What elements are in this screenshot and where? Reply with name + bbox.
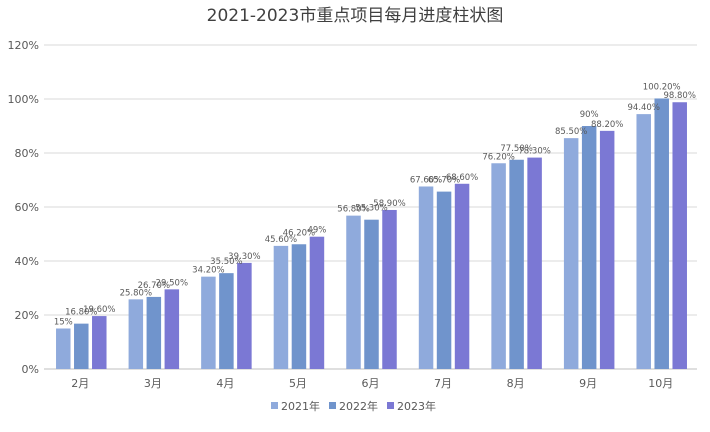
data-labels: 15%16.80%19.60%25.80%26.70%29.50%34.20%3… [54, 82, 696, 327]
data-label: 16.80% [65, 308, 97, 318]
data-label: 68.60% [446, 173, 478, 183]
bar [128, 299, 144, 369]
bar [56, 328, 71, 369]
y-tick-label: 120% [8, 39, 39, 52]
bar [201, 276, 216, 369]
bar [92, 316, 107, 369]
x-tick-label: 2月 [71, 377, 89, 390]
bar [491, 163, 506, 369]
bar [237, 262, 252, 369]
data-label: 85.50% [555, 127, 587, 137]
x-axis-tick-labels: 2月 3月 4月 5月 6月 7月 8月 9月 10月 [71, 377, 673, 390]
data-label: 65.70% [428, 176, 460, 186]
x-tick-label: 7月 [434, 377, 452, 390]
data-label: 45.60% [265, 235, 297, 245]
x-tick-label: 5月 [289, 377, 307, 390]
data-label: 98.80% [664, 91, 696, 101]
legend-label: 2021年 [281, 399, 320, 413]
y-axis-tick-labels: 0% 20% 40% 60% 80% 100% 120% [8, 39, 39, 376]
legend[interactable]: 2021年 2022年 2023年 [271, 399, 436, 413]
bar [273, 245, 289, 369]
legend-swatch [387, 402, 394, 409]
data-label: 46.20% [283, 228, 315, 238]
data-label: 90% [580, 110, 599, 120]
chart-title: 2021-2023市重点项目每月进度柱状图 [207, 6, 504, 26]
data-label: 88.20% [591, 120, 623, 130]
data-label: 39.30% [228, 252, 260, 262]
data-label: 67.60% [410, 175, 442, 185]
data-label: 100.20% [643, 82, 681, 92]
legend-swatch [329, 402, 336, 409]
y-tick-label: 60% [15, 201, 39, 214]
bar [599, 130, 615, 369]
legend-label: 2022年 [339, 399, 378, 413]
bar [418, 186, 434, 369]
data-label: 15% [54, 318, 73, 328]
y-tick-label: 20% [15, 309, 39, 322]
data-label: 94.40% [628, 103, 660, 113]
data-label: 29.50% [156, 278, 188, 288]
legend-item[interactable]: 2021年 [271, 399, 320, 413]
bar [527, 157, 542, 369]
legend-swatch [271, 402, 278, 409]
data-label: 77.50% [500, 144, 532, 154]
bar [672, 102, 687, 370]
bar [382, 209, 397, 369]
x-tick-label: 9月 [579, 377, 597, 390]
y-tick-label: 80% [15, 147, 39, 160]
y-tick-label: 100% [8, 93, 39, 106]
legend-item[interactable]: 2023年 [387, 399, 436, 413]
bar [291, 244, 307, 369]
bar [219, 273, 234, 369]
x-tick-label: 8月 [507, 377, 525, 390]
bar [364, 219, 379, 369]
legend-label: 2023年 [397, 399, 436, 413]
bar [309, 236, 325, 369]
x-tick-label: 10月 [648, 377, 673, 390]
bar [509, 159, 524, 369]
bar [436, 191, 452, 369]
y-tick-label: 40% [15, 255, 39, 268]
data-label: 25.80% [120, 288, 152, 298]
bar [563, 138, 579, 369]
bars [56, 98, 687, 370]
bar [146, 296, 162, 369]
data-label: 56.80% [337, 205, 369, 215]
bar [654, 98, 669, 370]
data-label: 55.30% [355, 204, 387, 214]
bar [74, 323, 89, 369]
bar [581, 126, 597, 369]
legend-item[interactable]: 2022年 [329, 399, 378, 413]
bar [164, 289, 180, 369]
bar [454, 183, 470, 369]
x-tick-label: 3月 [144, 377, 162, 390]
bar [346, 215, 361, 369]
x-tick-label: 6月 [362, 377, 380, 390]
data-label: 26.70% [138, 281, 170, 291]
bar [636, 114, 651, 370]
y-tick-label: 0% [22, 363, 39, 376]
data-label: 19.60% [83, 305, 115, 315]
x-tick-label: 4月 [216, 377, 234, 390]
data-label: 35.50% [210, 257, 242, 267]
data-label: 34.20% [192, 266, 224, 276]
data-label: 78.30% [518, 147, 550, 157]
data-label: 76.20% [482, 152, 514, 162]
data-label: 49% [307, 226, 326, 236]
data-label: 58.90% [373, 199, 405, 209]
